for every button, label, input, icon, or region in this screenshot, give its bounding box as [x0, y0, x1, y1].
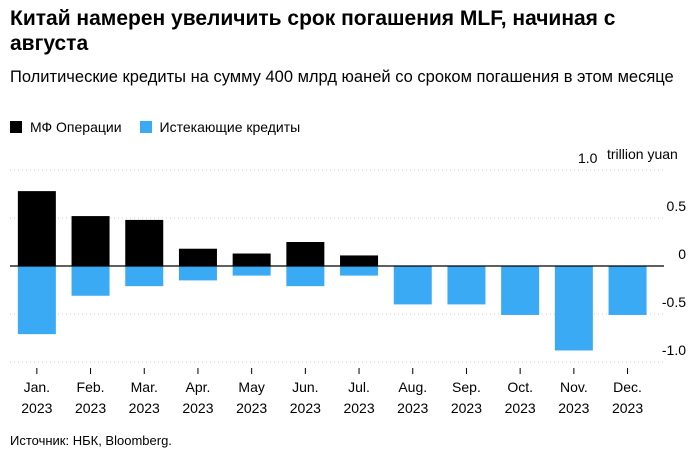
x-tick-label-year: 2023 [505, 400, 536, 416]
y-tick-label: 0 [678, 246, 686, 262]
x-tick-label-month: Aug. [398, 379, 427, 395]
y-tick-label: -1.0 [662, 342, 686, 358]
x-tick-label-year: 2023 [612, 400, 643, 416]
x-tick-label-month: Nov. [560, 379, 588, 395]
y-tick-label: 1.0 [578, 150, 598, 166]
legend-swatch-expiring [139, 121, 152, 133]
chart-subtitle: Политические кредиты на сумму 400 млрд ю… [10, 68, 674, 86]
x-tick-label-month: Mar. [131, 379, 158, 395]
bar-operations [286, 242, 325, 266]
bar-expiring [71, 266, 110, 296]
legend-label-operations: МФ Операции [30, 119, 122, 135]
legend-item-operations: МФ Операции [10, 119, 122, 135]
y-tick-label: -0.5 [662, 294, 686, 310]
bar-expiring [178, 266, 217, 281]
bar-operations [71, 216, 110, 266]
legend: МФ Операции Истекающие кредиты [10, 119, 318, 135]
bar-operations [232, 253, 271, 266]
chart-title: Китай намерен увеличить срок погашения M… [10, 7, 616, 55]
y-axis: trillion yuan 1.0 0.5 0 -0.5 -1.0 [578, 146, 686, 358]
x-tick-label-year: 2023 [343, 400, 374, 416]
bars [17, 191, 647, 351]
bar-expiring [125, 266, 164, 287]
legend-swatch-operations [10, 121, 22, 133]
x-axis: Jan. 2023 Feb. 2023 Mar. 2023 Apr. 2023 May 2023 J… [21, 368, 643, 416]
x-tick-label-year: 2023 [451, 400, 482, 416]
bar-operations [340, 255, 379, 266]
x-tick-label-year: 2023 [236, 400, 267, 416]
x-tick-label-month: Sep. [452, 379, 481, 395]
bar-expiring [501, 266, 540, 315]
x-tick-label-year: 2023 [21, 400, 52, 416]
legend-item-expiring: Истекающие кредиты [139, 119, 301, 135]
source-note: Источник: НБК, Bloomberg. [10, 433, 172, 448]
x-tick-label-year: 2023 [75, 400, 106, 416]
x-tick-label-year: 2023 [290, 400, 321, 416]
x-tick-label-month: Jan. [24, 379, 50, 395]
bar-expiring [286, 266, 325, 287]
y-tick-label: 0.5 [667, 198, 687, 214]
bar-operations [178, 248, 217, 266]
x-tick-label-year: 2023 [558, 400, 589, 416]
x-tick-label-year: 2023 [397, 400, 428, 416]
bar-expiring [447, 266, 486, 305]
x-tick-label-month: Jun. [292, 379, 318, 395]
x-tick-label-year: 2023 [129, 400, 160, 416]
x-tick-label-year: 2023 [182, 400, 213, 416]
bar-expiring [608, 266, 647, 315]
legend-label-expiring: Истекающие кредиты [159, 119, 301, 135]
bar-expiring [340, 266, 379, 276]
bar-expiring [17, 266, 56, 335]
x-tick-label-month: Oct. [507, 379, 533, 395]
bar-operations [125, 219, 164, 266]
bar-expiring [554, 266, 593, 351]
x-tick-label-month: Dec. [613, 379, 642, 395]
x-tick-label-month: Apr. [185, 379, 210, 395]
unit-label: trillion yuan [607, 146, 678, 162]
bar-expiring [232, 266, 271, 276]
x-tick-label-month: Feb. [77, 379, 105, 395]
x-tick-label-month: Jul. [348, 379, 370, 395]
bar-operations [17, 191, 56, 266]
x-tick-label-month: May [238, 379, 264, 395]
bar-expiring [393, 266, 432, 305]
